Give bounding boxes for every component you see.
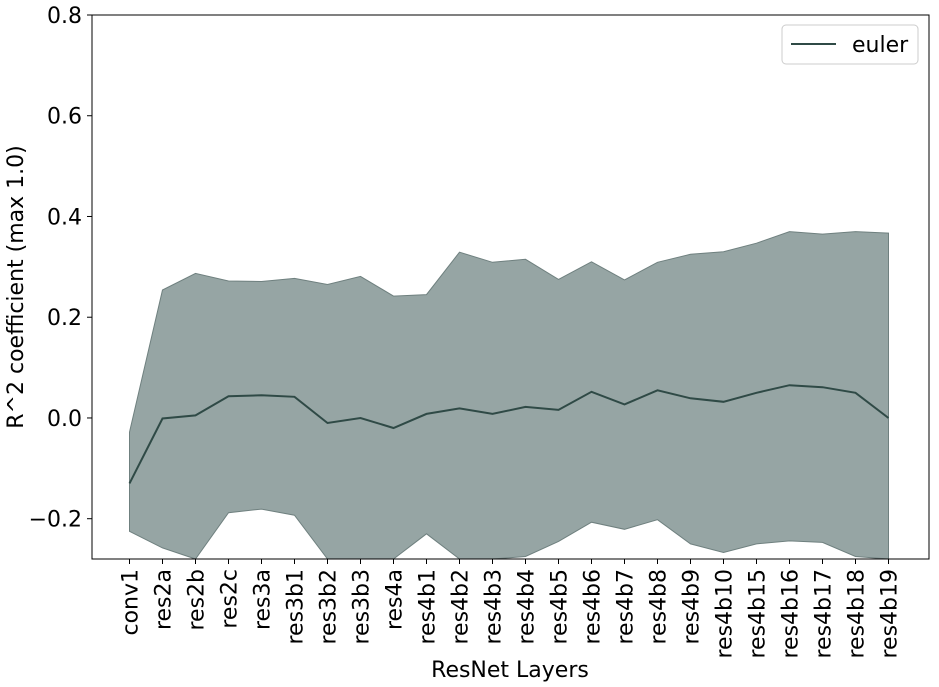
x-tick-label-res4b3: res4b3 [482,569,507,645]
x-tick-label-res2b: res2b [185,569,210,631]
x-tick-label-res4b16: res4b16 [779,569,804,659]
legend: euler [781,24,919,65]
x-tick-label-res4b7: res4b7 [614,569,639,645]
x-tick-label-res3b1: res3b1 [284,569,309,645]
series-line-layer [128,384,890,484]
y-tick-label: −0.2 [29,508,82,533]
y-axis: −0.2 0.0 0.2 0.4 0.6 0.8 [29,4,92,533]
y-tick-label: 0.4 [47,205,82,230]
x-tick-label-res4b9: res4b9 [680,569,705,645]
x-tick-label-res4b15: res4b15 [746,569,771,659]
x-axis: conv1 res2a res2b res2c res3a res3b1 res3b2 res… [119,559,903,659]
legend-label-euler: euler [852,33,909,58]
y-tick-label: 0.6 [47,105,82,130]
x-tick-label-conv1: conv1 [119,569,144,636]
x-tick-label-res3b3: res3b3 [350,569,375,645]
x-tick-label-res4b4: res4b4 [515,569,540,645]
x-tick-label-res4b10: res4b10 [713,569,738,659]
x-tick-label-res4b1: res4b1 [416,569,441,645]
plot-frame [91,14,930,560]
x-tick-label-res4b6: res4b6 [581,569,606,645]
x-tick-label-res4b18: res4b18 [845,569,870,659]
x-axis-label: ResNet Layers [431,658,589,683]
x-tick-label-res4a: res4a [383,569,408,630]
series-line-euler [128,384,890,484]
x-tick-label-res4b17: res4b17 [812,569,837,659]
x-tick-label-res3a: res3a [251,569,276,630]
x-tick-label-res4b2: res4b2 [449,569,474,645]
x-tick-label-res2a: res2a [152,569,177,630]
x-tick-label-res4b5: res4b5 [548,569,573,645]
y-axis-label: R^2 coefficient (max 1.0) [4,145,29,428]
x-tick-label-res4b19: res4b19 [878,569,903,659]
x-tick-label-res3b2: res3b2 [317,569,342,645]
x-tick-label-res4b8: res4b8 [647,569,672,645]
y-tick-label: 0.8 [47,4,82,29]
legend-box [781,24,919,65]
y-tick-label: 0.0 [47,407,82,432]
y-tick-label: 0.2 [47,306,82,331]
x-tick-label-res2c: res2c [218,569,243,629]
